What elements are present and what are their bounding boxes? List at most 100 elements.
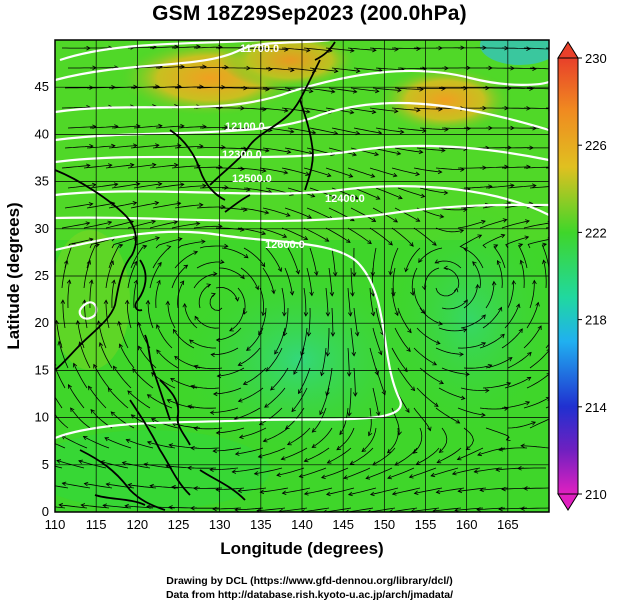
streamline xyxy=(444,267,460,289)
streamline-arrowhead xyxy=(117,320,122,326)
streamline xyxy=(171,264,188,289)
streamline xyxy=(171,223,200,229)
streamline-arrowhead xyxy=(111,279,116,285)
streamline xyxy=(507,280,514,309)
streamline-arrowhead xyxy=(495,467,500,472)
streamline xyxy=(504,376,531,389)
streamline xyxy=(238,387,264,402)
streamline xyxy=(485,184,514,189)
streamline xyxy=(375,67,404,71)
streamline xyxy=(397,367,415,391)
streamline xyxy=(89,183,118,189)
streamline-arrowhead xyxy=(261,168,267,173)
streamline xyxy=(369,167,397,177)
streamline-arrowhead xyxy=(155,236,161,241)
streamline-arrowhead xyxy=(156,349,161,354)
streamline xyxy=(521,445,549,449)
streamline xyxy=(127,46,157,49)
streamline-arrowhead xyxy=(491,280,497,286)
streamline-arrowhead xyxy=(505,436,511,441)
streamline xyxy=(99,342,113,369)
streamline-arrowhead xyxy=(484,388,490,393)
streamline-arrowhead xyxy=(502,218,508,223)
streamline xyxy=(61,106,91,109)
colorbar-tick-label: 214 xyxy=(585,400,607,415)
streamline xyxy=(281,167,310,176)
streamline-arrowhead xyxy=(224,65,229,70)
streamline-arrowhead xyxy=(436,459,442,464)
streamline xyxy=(281,47,310,51)
streamline xyxy=(67,238,93,249)
streamline-arrowhead xyxy=(155,143,160,148)
streamline xyxy=(463,427,474,450)
streamline xyxy=(353,307,359,336)
streamline xyxy=(397,187,425,197)
streamline xyxy=(336,427,355,451)
streamline xyxy=(413,167,442,173)
streamline-arrowhead xyxy=(113,365,118,371)
streamline-arrowhead xyxy=(48,384,52,388)
streamline-arrowhead xyxy=(367,509,371,512)
streamline-arrowhead xyxy=(518,328,523,334)
streamline xyxy=(237,287,246,315)
x-tick-label: 140 xyxy=(291,517,313,532)
streamline-arrowhead xyxy=(88,385,93,391)
streamline xyxy=(128,484,157,489)
streamline-arrowhead xyxy=(345,509,349,512)
streamline-arrowhead xyxy=(477,451,482,457)
streamline-arrowhead xyxy=(234,451,240,456)
streamline xyxy=(240,267,259,290)
streamline xyxy=(103,504,132,509)
streamline xyxy=(67,280,70,309)
streamline-arrowhead xyxy=(519,259,524,265)
streamline-arrowhead xyxy=(173,220,179,225)
streamline-arrowhead xyxy=(501,486,506,492)
streamline xyxy=(55,485,69,489)
streamline xyxy=(391,107,420,111)
streamline-arrowhead xyxy=(321,474,326,479)
streamline xyxy=(64,203,93,209)
streamline xyxy=(372,327,382,355)
streamline xyxy=(350,327,355,356)
streamline xyxy=(193,46,222,49)
streamline xyxy=(194,365,223,370)
streamline xyxy=(287,247,299,274)
streamline xyxy=(391,167,420,175)
streamline-arrowhead xyxy=(388,509,393,512)
streamline xyxy=(262,267,275,294)
streamline-arrowhead xyxy=(143,462,149,467)
streamline-arrowhead xyxy=(215,487,220,492)
streamline-arrowhead xyxy=(142,244,148,250)
streamline-arrowhead xyxy=(410,291,415,296)
streamline xyxy=(263,427,289,442)
streamline xyxy=(216,427,245,434)
streamline-arrowhead xyxy=(375,195,381,200)
streamline-arrowhead xyxy=(397,87,402,93)
streamline-arrowhead xyxy=(351,351,356,357)
streamline xyxy=(177,241,205,249)
streamline-arrowhead xyxy=(210,352,216,358)
streamline xyxy=(312,407,327,433)
streamline-arrowhead xyxy=(90,408,95,414)
x-tick-label: 120 xyxy=(126,517,148,532)
streamline xyxy=(235,447,264,455)
streamline-arrowhead xyxy=(369,491,375,497)
streamline xyxy=(177,185,206,189)
streamline xyxy=(459,234,482,249)
streamline-arrowhead xyxy=(234,507,239,512)
streamline xyxy=(435,407,460,424)
streamline-arrowhead xyxy=(350,48,355,53)
streamline-arrowhead xyxy=(365,475,371,480)
streamline-arrowhead xyxy=(415,217,421,222)
streamline xyxy=(147,441,176,449)
streamline xyxy=(177,66,207,69)
streamline-arrowhead xyxy=(190,445,195,451)
streamline xyxy=(235,507,264,511)
streamline xyxy=(108,244,123,269)
streamline xyxy=(375,367,386,395)
streamline xyxy=(81,504,110,509)
streamline-arrowhead xyxy=(476,507,481,512)
streamline-arrowhead xyxy=(374,88,380,94)
streamline-arrowhead xyxy=(554,67,558,71)
